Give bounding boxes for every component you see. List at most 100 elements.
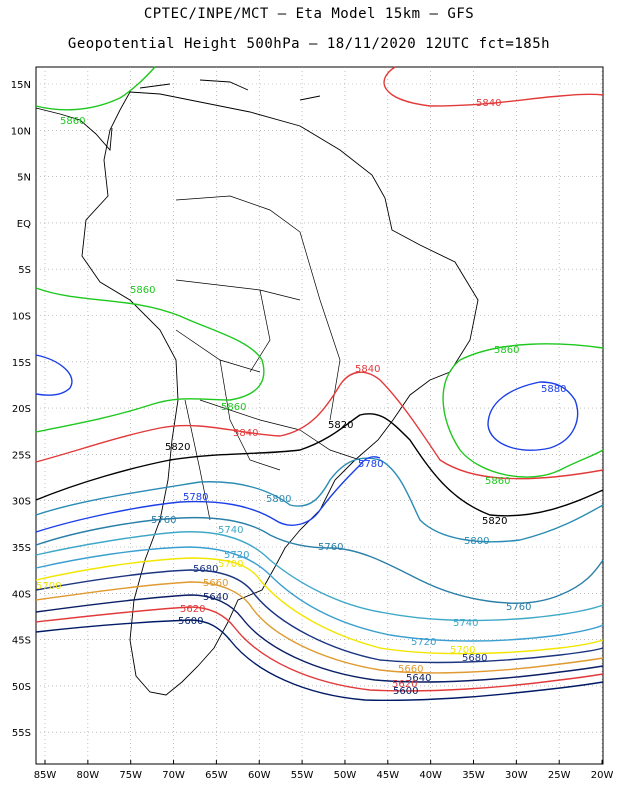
- contour-5760: [35, 516, 604, 604]
- label-5860-ssw: 5860: [485, 476, 510, 487]
- lat-label: 35S: [12, 543, 31, 554]
- lat-label: 45S: [12, 636, 31, 647]
- contour-5720: [35, 546, 604, 642]
- label-5740-ocean: 5740: [453, 618, 478, 629]
- lat-label: 20S: [12, 404, 31, 415]
- label-5840-brazil: 5840: [355, 364, 380, 375]
- lat-label: 15S: [12, 358, 31, 369]
- contour-5660: [35, 581, 604, 674]
- contour-5740: [35, 531, 604, 622]
- label-5640-ocean: 5640: [406, 673, 431, 684]
- label-5680-andes: 5680: [193, 564, 218, 575]
- label-5640-andes: 5640: [203, 592, 228, 603]
- lon-label: 55W: [291, 770, 314, 781]
- label-5880-atl: 5880: [541, 384, 566, 395]
- contour-5880-west: [35, 354, 73, 396]
- label-5860-atl: 5860: [494, 345, 519, 356]
- label-5720-ocean: 5720: [411, 637, 436, 648]
- lat-label: 50S: [12, 682, 31, 693]
- lon-label: 45W: [376, 770, 399, 781]
- lon-label: 65W: [205, 770, 228, 781]
- contour-5780: [35, 456, 381, 533]
- contour-5640: [35, 594, 604, 683]
- lat-label: EQ: [17, 219, 31, 230]
- label-5820-west: 5820: [165, 442, 190, 453]
- contour-5860-south-of-eq: [35, 287, 265, 433]
- lon-label: 25W: [548, 770, 571, 781]
- lat-label: 30S: [12, 497, 31, 508]
- plot-frame: [35, 66, 604, 765]
- contours: [35, 66, 604, 702]
- lon-label: 75W: [119, 770, 142, 781]
- contour-5840-north: [383, 66, 604, 107]
- border-lines: [175, 195, 361, 521]
- lon-label: 70W: [162, 770, 185, 781]
- lat-label: 5S: [18, 265, 31, 276]
- lon-label: 60W: [248, 770, 271, 781]
- caribbean-islands: [139, 79, 321, 101]
- south-america-outline: [81, 91, 479, 696]
- lat-label: 10S: [12, 312, 31, 323]
- label-5740-andes: 5740: [218, 525, 243, 536]
- label-5860-central: 5860: [221, 402, 246, 413]
- contour-5880-east: [487, 381, 579, 451]
- label-5760-west: 5760: [151, 515, 176, 526]
- label-5700-ocean: 5700: [450, 645, 475, 656]
- label-5800-mid: 5800: [266, 494, 291, 505]
- label-5660-ocean: 5660: [398, 664, 423, 675]
- grid-lines: [36, 67, 603, 764]
- label-5780-east: 5780: [358, 459, 383, 470]
- central-america: [35, 107, 113, 152]
- label-5680-ocean: 5680: [462, 653, 487, 664]
- label-5620-andes: 5620: [180, 604, 205, 615]
- label-5700-andes: 5700: [218, 559, 243, 570]
- coastline: [35, 79, 479, 696]
- label-5840-ne: 5840: [476, 98, 501, 109]
- label-5620-ocean: 5620: [392, 679, 417, 690]
- lon-label: 20W: [591, 770, 614, 781]
- lat-label: 40S: [12, 589, 31, 600]
- lon-label: 85W: [34, 770, 57, 781]
- label-5780-west: 5780: [183, 492, 208, 503]
- lat-label: 5N: [17, 173, 31, 184]
- title-line-2: Geopotential Height 500hPa – 18/11/2020 …: [67, 36, 551, 52]
- contour-5700: [35, 557, 604, 655]
- lon-label: 35W: [462, 770, 485, 781]
- contour-5820-main: [35, 413, 604, 517]
- label-5700-west: 5700: [36, 581, 61, 592]
- contour-5620: [35, 606, 604, 692]
- contour-5600: [35, 619, 604, 702]
- label-5860-nw: 5860: [60, 116, 85, 127]
- lon-label: 50W: [334, 770, 357, 781]
- title-line-1: CPTEC/INPE/MCT – Eta Model 15km – GFS: [143, 6, 475, 22]
- lat-label: 10N: [11, 126, 31, 137]
- contour-5680: [35, 569, 604, 664]
- lon-label: 30W: [505, 770, 528, 781]
- contour-5860-east: [442, 343, 604, 478]
- lat-label: 15N: [11, 80, 31, 91]
- contour-5800: [35, 457, 604, 543]
- label-5800-ocean: 5800: [464, 536, 489, 547]
- contour-5840-main: [35, 371, 604, 480]
- label-5840-west: 5840: [233, 428, 258, 439]
- label-5820-ocean: 5820: [482, 516, 507, 527]
- contour-5860-north: [35, 66, 156, 111]
- borders: [175, 195, 361, 521]
- lon-label: 80W: [77, 770, 100, 781]
- label-5760-ocean: 5760: [506, 602, 531, 613]
- longitude-labels: 85W 80W 75W 70W 65W 60W 55W 50W 45W 40W 35W 30W 25W 2…: [34, 770, 614, 781]
- label-5860-amazon: 5860: [130, 285, 155, 296]
- lat-label: 55S: [12, 728, 31, 739]
- latitude-labels: 15N 10N 5N EQ 5S 10S 15S 20S 25S 30S 35S 40S 45S 50S 5…: [11, 80, 31, 739]
- label-5600-ocean: 5600: [393, 686, 418, 697]
- label-5660-andes: 5660: [203, 578, 228, 589]
- label-5720-andes: 5720: [224, 550, 249, 561]
- lon-label: 40W: [419, 770, 442, 781]
- contour-labels: 5860 5840 5860 5860 5880 5840 5860 5820 …: [36, 98, 566, 697]
- label-5760-mid: 5760: [318, 542, 343, 553]
- label-5600-andes: 5600: [178, 616, 203, 627]
- label-5820-east: 5820: [328, 420, 353, 431]
- axis-ticks: [44, 760, 603, 764]
- lat-label: 25S: [12, 450, 31, 461]
